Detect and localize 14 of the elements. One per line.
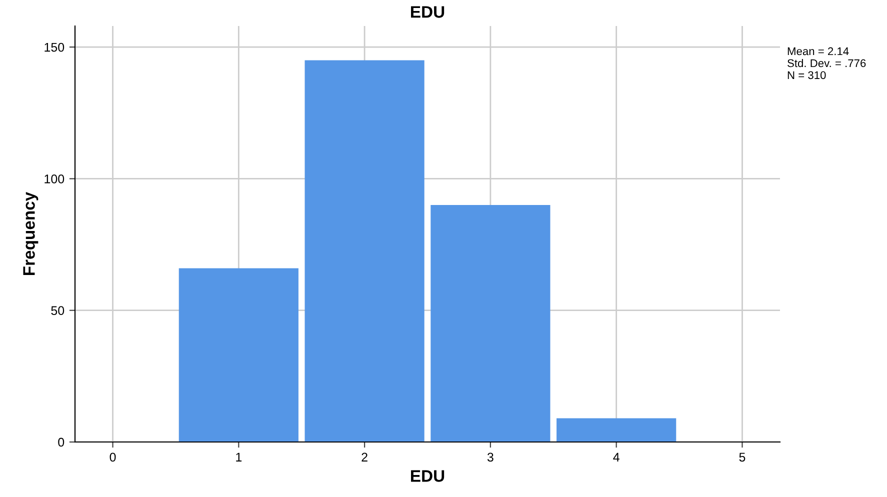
text: Mean = 2.14 Std. Dev. = .776 N = 310: [788, 47, 866, 80]
x-tick-label: 4: [613, 452, 620, 462]
y-axis-title: Frequency: [23, 192, 38, 276]
x-axis-title: EDU: [411, 470, 444, 482]
y-tick-label: 150: [44, 42, 64, 52]
x-tick-label: 2: [362, 452, 368, 462]
y-tick-label: 0: [58, 438, 64, 447]
y-tick-label: 50: [51, 306, 64, 316]
x-tick-label: 5: [739, 452, 746, 462]
y-tick-label: 100: [44, 174, 64, 184]
x-tick-label: 3: [487, 452, 494, 462]
x-tick-label: 0: [110, 452, 116, 462]
x-tick-label: 1: [236, 452, 242, 462]
chart-title: EDU: [411, 6, 444, 18]
